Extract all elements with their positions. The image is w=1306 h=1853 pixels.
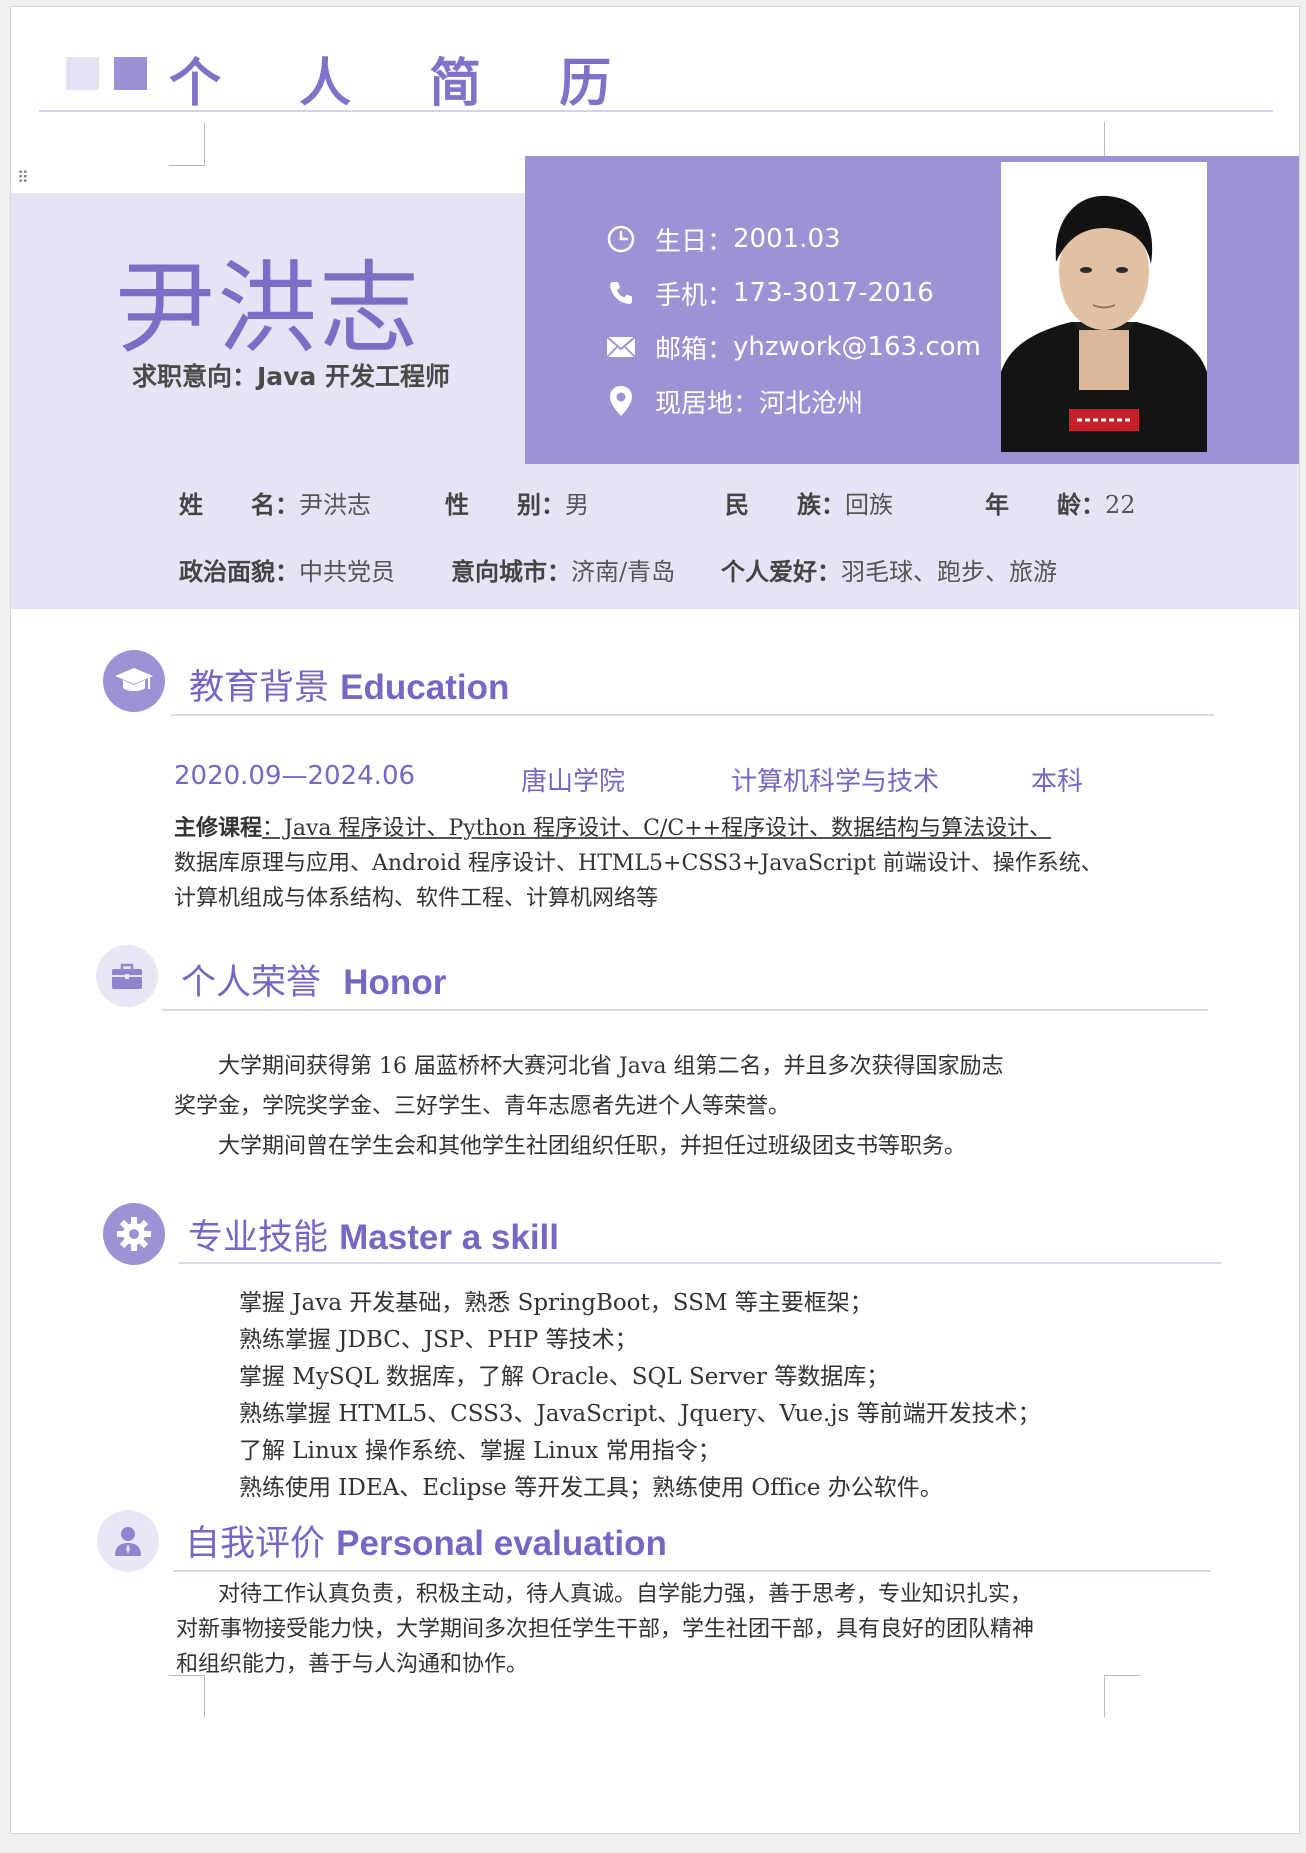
education-major: 计算机科学与技术 (731, 767, 940, 797)
contact-birthday: 生日： 2001.03 (603, 212, 981, 266)
honor-line-1: 大学期间获得第 16 届蓝桥杯大赛河北省 Java 组第二名，并且多次获得国家励… (218, 1054, 1004, 1079)
header-divider (39, 110, 1273, 112)
contact-location: 现居地： 河北沧州 (603, 374, 981, 428)
info-label-gender: 性 别： (445, 491, 565, 519)
info-label-age: 年 龄： (985, 491, 1105, 519)
contact-value: 2001.03 (733, 224, 841, 254)
section-divider (173, 1570, 1211, 1572)
contact-value: yhzwork@163.com (733, 332, 981, 362)
evaluation-line-1: 对待工作认真负责，积极主动，待人真诚。自学能力强，善于思考，专业知识扎实， (218, 1582, 1033, 1607)
honor-line-3: 大学期间曾在学生会和其他学生社团组织任职，并担任过班级团支书等职务。 (218, 1134, 967, 1159)
honor-text: 大学期间获得第 16 届蓝桥杯大赛河北省 Java 组第二名，并且多次获得国家励… (174, 1047, 1204, 1167)
candidate-name: 尹洪志 (115, 250, 421, 367)
info-value-name: 尹洪志 (299, 491, 371, 519)
section-divider (179, 1262, 1221, 1264)
section-title-cn: 个人荣誉 (181, 963, 322, 1003)
crop-mark-bottom-left (169, 1675, 205, 1717)
resume-page: 个 人 简 历 ⠿ 尹洪志 求职意向：Java 开发工程师 生日： 2001.03… (10, 6, 1300, 1834)
skill-item: 掌握 Java 开发基础，熟悉 SpringBoot，SSM 等主要框架； (239, 1290, 873, 1316)
courses-label: 主修课程 (174, 815, 263, 841)
info-value-hobby: 羽毛球、跑步、旅游 (841, 558, 1057, 586)
contact-label: 生日： (655, 226, 734, 257)
page-title: 个 人 简 历 (169, 53, 642, 114)
skill-item: 掌握 MySQL 数据库，了解 Oracle、SQL Server 等数据库； (239, 1364, 890, 1390)
clock-icon (603, 221, 639, 257)
section-title-en: Personal evaluation (336, 1524, 667, 1563)
section-title-skills: 专业技能 Master a skill (188, 1209, 559, 1260)
gear-icon (103, 1203, 165, 1265)
info-value-city: 济南/青岛 (571, 558, 676, 586)
person-icon (97, 1510, 159, 1572)
courses-line-2: 数据库原理与应用、Android 程序设计、HTML5+CSS3+JavaScr… (174, 851, 1103, 876)
evaluation-text: 对待工作认真负责，积极主动，待人真诚。自学能力强，善于思考，专业知识扎实， 对新… (176, 1577, 1216, 1682)
skill-item: 熟练掌握 JDBC、JSP、PHP 等技术； (239, 1327, 638, 1353)
education-courses: 主修课程：Java 程序设计、Python 程序设计、C/C++程序设计、数据结… (174, 811, 1204, 916)
graduation-cap-icon (103, 650, 165, 712)
crop-mark-bottom-right (1104, 1675, 1140, 1717)
section-divider (171, 714, 1214, 716)
phone-icon (603, 275, 639, 311)
section-title-en: Master a skill (339, 1218, 559, 1257)
skill-item: 熟练掌握 HTML5、CSS3、JavaScript、Jquery、Vue.js… (239, 1401, 1041, 1427)
info-value-politics: 中共党员 (299, 558, 395, 586)
evaluation-line-2: 对新事物接受能力快，大学期间多次担任学生干部，学生社团干部，具有良好的团队精神 (176, 1617, 1035, 1642)
info-label-city: 意向城市： (451, 558, 571, 586)
evaluation-line-3: 和组织能力，善于与人沟通和协作。 (176, 1652, 529, 1677)
education-degree: 本科 (1031, 767, 1084, 797)
info-label-politics: 政治面貌： (179, 558, 299, 586)
section-title-en: Honor (343, 963, 447, 1002)
section-title-en: Education (340, 668, 510, 707)
contact-label: 现居地： (655, 388, 760, 419)
section-title-evaluation: 自我评价 Personal evaluation (185, 1515, 667, 1566)
info-value-ethnicity: 回族 (845, 491, 893, 519)
skill-list: 掌握 Java 开发基础，熟悉 SpringBoot，SSM 等主要框架； 熟练… (239, 1285, 1041, 1507)
info-label-hobby: 个人爱好： (721, 558, 841, 586)
honor-line-2: 奖学金，学院奖学金、三好学生、青年志愿者先进个人等荣誉。 (174, 1094, 791, 1119)
mail-icon (603, 329, 639, 365)
contact-value: 河北沧州 (759, 388, 864, 419)
contact-phone: 手机： 173-3017-2016 (603, 266, 981, 320)
briefcase-icon (96, 945, 158, 1007)
section-title-cn: 自我评价 (185, 1524, 326, 1564)
table-move-handle-icon[interactable]: ⠿ (17, 168, 29, 187)
education-school: 唐山学院 (521, 767, 626, 797)
courses-line-3: 计算机组成与体系结构、软件工程、计算机网络等 (174, 886, 659, 911)
location-pin-icon (603, 383, 639, 419)
job-intent: 求职意向：Java 开发工程师 (131, 362, 451, 391)
contact-label: 手机： (655, 280, 734, 311)
basic-info-row-2: 政治面貌：中共党员 意向城市：济南/青岛 个人爱好：羽毛球、跑步、旅游 (179, 552, 1179, 586)
info-label-ethnicity: 民 族： (725, 491, 845, 519)
skill-item: 了解 Linux 操作系统、掌握 Linux 常用指令； (239, 1438, 721, 1464)
basic-info-row-1: 姓 名：尹洪志 性 别：男 民 族：回族 年 龄：22 (179, 485, 1179, 519)
header-decoration-square-dark (114, 57, 147, 90)
crop-mark-top-left (169, 122, 205, 166)
contact-list: 生日： 2001.03 手机： 173-3017-2016 邮箱： yhzwork@1… (603, 212, 981, 428)
section-title-education: 教育背景 Education (189, 659, 509, 710)
info-value-gender: 男 (565, 491, 589, 519)
profile-photo (1001, 162, 1207, 452)
header-decoration-square-light (66, 57, 99, 90)
section-title-cn: 教育背景 (189, 668, 330, 708)
info-value-age: 22 (1105, 491, 1136, 519)
section-divider (161, 1009, 1208, 1011)
contact-email: 邮箱： yhzwork@163.com (603, 320, 981, 374)
skill-item: 熟练使用 IDEA、Eclipse 等开发工具；熟练使用 Office 办公软件… (239, 1475, 943, 1501)
section-title-honor: 个人荣誉 Honor (181, 954, 446, 1005)
courses-line-1: ：Java 程序设计、Python 程序设计、C/C++程序设计、数据结构与算法… (262, 816, 1052, 841)
education-period: 2020.09—2024.06 (174, 761, 416, 791)
info-label-name: 姓 名： (179, 491, 299, 519)
contact-value: 173-3017-2016 (733, 278, 934, 308)
contact-label: 邮箱： (655, 334, 734, 365)
section-title-cn: 专业技能 (188, 1218, 329, 1258)
